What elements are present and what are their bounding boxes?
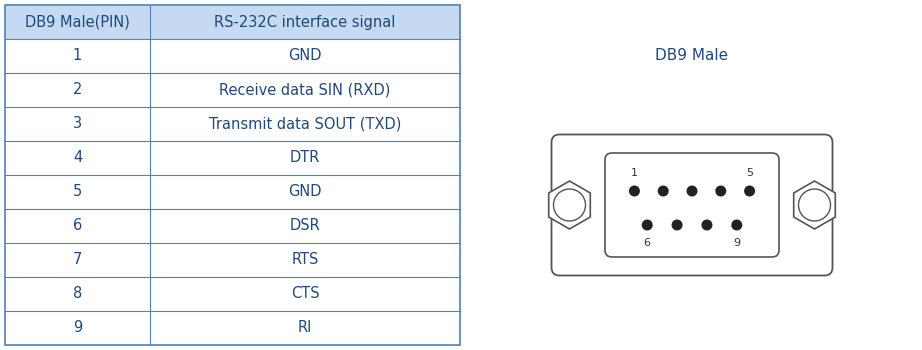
Text: RTS: RTS (291, 252, 319, 267)
Circle shape (715, 186, 727, 196)
Text: 1: 1 (73, 49, 82, 63)
Polygon shape (549, 181, 590, 229)
Text: 1: 1 (631, 168, 638, 177)
Bar (150, 39, 460, 73)
Text: 4: 4 (73, 150, 82, 166)
Text: 6: 6 (73, 218, 82, 233)
Circle shape (657, 186, 668, 196)
Circle shape (553, 189, 585, 221)
Text: DSR: DSR (290, 218, 320, 233)
Bar (5, 243, 150, 277)
Circle shape (798, 189, 831, 221)
Bar (150, 277, 460, 311)
Text: 9: 9 (73, 321, 82, 336)
Bar (150, 5, 460, 39)
Text: Receive data SIN (RXD): Receive data SIN (RXD) (219, 83, 391, 98)
Bar (150, 141, 460, 175)
Bar (5, 73, 150, 107)
Bar (5, 107, 150, 141)
Bar (150, 175, 460, 209)
Text: 9: 9 (733, 238, 740, 248)
Text: Transmit data SOUT (TXD): Transmit data SOUT (TXD) (208, 117, 401, 132)
Bar (5, 39, 150, 73)
Text: 7: 7 (73, 252, 82, 267)
Bar (5, 209, 150, 243)
FancyBboxPatch shape (551, 134, 833, 275)
Bar (150, 107, 460, 141)
Text: DTR: DTR (290, 150, 320, 166)
Circle shape (731, 219, 742, 231)
Text: DB9 Male: DB9 Male (656, 48, 728, 63)
Circle shape (629, 186, 640, 196)
Circle shape (744, 186, 755, 196)
Text: 5: 5 (746, 168, 753, 177)
Bar (5, 141, 150, 175)
Text: GND: GND (289, 49, 322, 63)
Circle shape (642, 219, 653, 231)
Text: 2: 2 (73, 83, 82, 98)
Circle shape (702, 219, 713, 231)
Text: 8: 8 (73, 287, 82, 301)
Bar (150, 311, 460, 345)
Text: CTS: CTS (290, 287, 319, 301)
Circle shape (671, 219, 682, 231)
Text: 6: 6 (644, 238, 651, 248)
Text: GND: GND (289, 184, 322, 200)
Bar (5, 5, 460, 345)
Circle shape (687, 186, 698, 196)
Bar (5, 311, 150, 345)
Bar (5, 175, 150, 209)
Text: 5: 5 (73, 184, 82, 200)
Bar (5, 277, 150, 311)
FancyBboxPatch shape (605, 153, 779, 257)
Bar (150, 243, 460, 277)
Text: DB9 Male(PIN): DB9 Male(PIN) (25, 14, 130, 29)
Bar (150, 73, 460, 107)
Bar (150, 209, 460, 243)
Text: RI: RI (298, 321, 313, 336)
Bar (5, 5, 150, 39)
Text: 3: 3 (73, 117, 82, 132)
Polygon shape (794, 181, 835, 229)
Text: RS-232C interface signal: RS-232C interface signal (214, 14, 396, 29)
